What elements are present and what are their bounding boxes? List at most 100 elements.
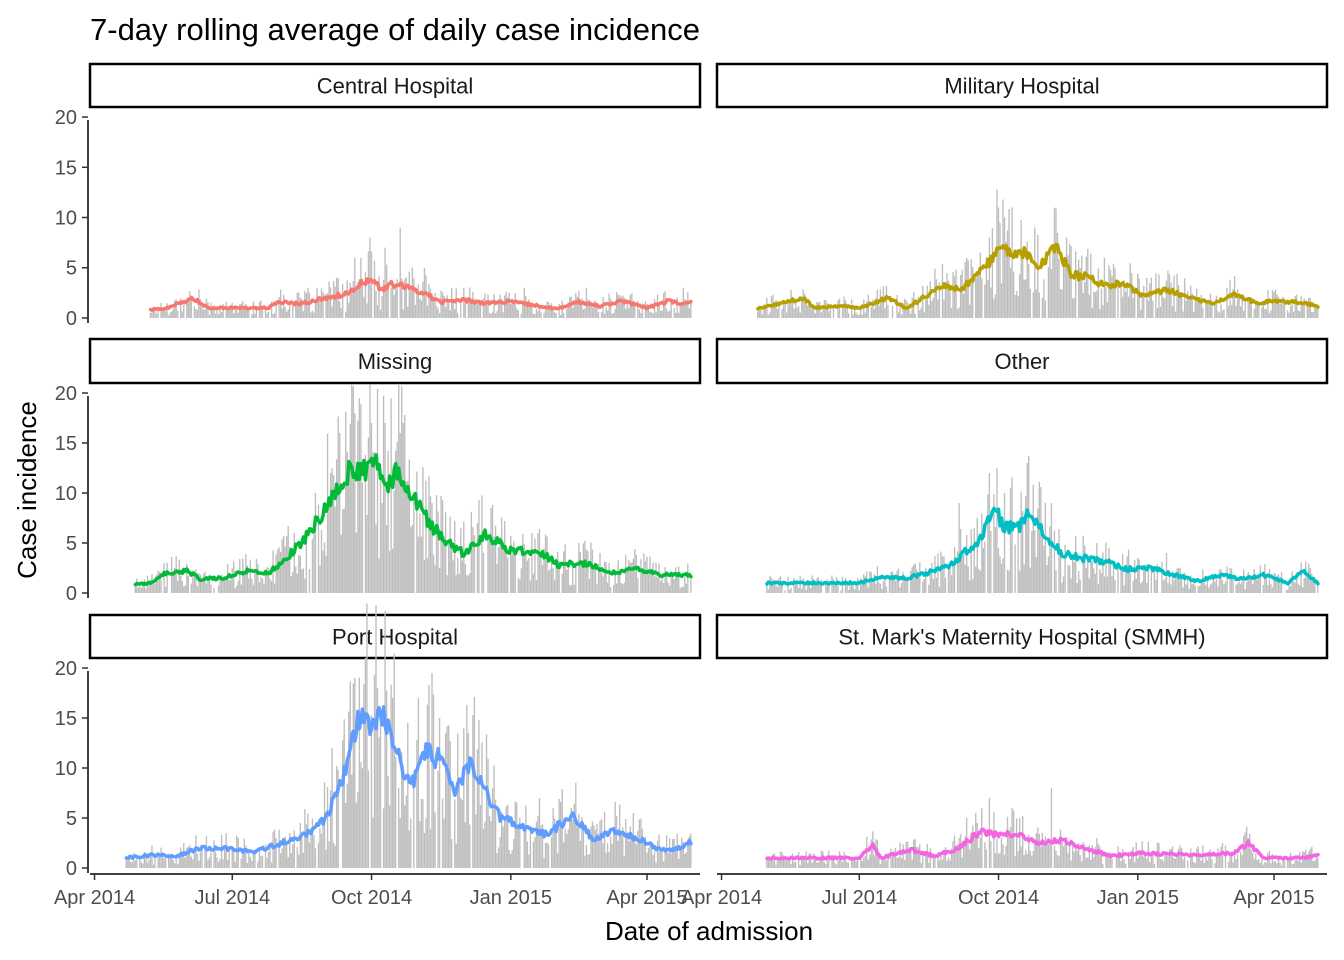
daily-bar bbox=[958, 837, 960, 868]
daily-bar bbox=[444, 512, 447, 593]
daily-bar bbox=[1097, 584, 1100, 593]
daily-bar bbox=[408, 459, 410, 593]
daily-bar bbox=[175, 299, 177, 318]
daily-bar bbox=[857, 577, 859, 593]
y-tick-label: 10 bbox=[55, 758, 77, 780]
daily-bar bbox=[767, 314, 770, 318]
daily-bar bbox=[1044, 300, 1047, 318]
daily-bar bbox=[228, 580, 230, 593]
daily-bar bbox=[1217, 586, 1219, 593]
daily-bar bbox=[267, 567, 270, 593]
daily-bar bbox=[591, 821, 594, 868]
daily-bar bbox=[151, 310, 153, 318]
daily-bar bbox=[1120, 860, 1122, 868]
daily-bar bbox=[956, 309, 959, 318]
daily-bar bbox=[773, 853, 776, 868]
daily-bar bbox=[1099, 846, 1101, 868]
daily-bar bbox=[999, 852, 1001, 868]
daily-bar bbox=[1164, 851, 1166, 868]
daily-bar bbox=[837, 585, 839, 593]
daily-bar bbox=[1302, 851, 1304, 868]
daily-bar bbox=[1235, 584, 1237, 593]
daily-bar bbox=[612, 313, 615, 318]
daily-bar bbox=[587, 550, 589, 593]
daily-bar bbox=[201, 845, 203, 868]
daily-bar bbox=[668, 585, 671, 593]
daily-bar bbox=[304, 578, 306, 593]
daily-bar bbox=[925, 299, 927, 318]
daily-bar bbox=[1025, 279, 1027, 318]
daily-bar bbox=[302, 568, 305, 593]
daily-bar bbox=[853, 859, 856, 868]
daily-bar bbox=[996, 467, 998, 593]
daily-bar bbox=[825, 583, 827, 593]
daily-bar bbox=[944, 281, 947, 318]
daily-bar bbox=[1008, 836, 1010, 868]
daily-bar bbox=[658, 563, 660, 593]
daily-bar bbox=[217, 861, 220, 868]
daily-bar bbox=[582, 827, 585, 868]
daily-bar bbox=[1067, 564, 1069, 593]
daily-bar bbox=[781, 852, 783, 868]
daily-bar bbox=[278, 296, 280, 318]
daily-bar bbox=[1241, 299, 1243, 318]
daily-bar bbox=[1270, 863, 1272, 868]
daily-bar bbox=[408, 271, 410, 318]
daily-bar bbox=[320, 530, 323, 593]
daily-bar bbox=[782, 300, 785, 318]
daily-bar bbox=[1141, 292, 1143, 318]
daily-bar bbox=[1253, 569, 1255, 593]
daily-bar bbox=[961, 269, 963, 318]
daily-bar bbox=[245, 845, 247, 868]
daily-bar bbox=[496, 853, 498, 868]
daily-bar bbox=[600, 312, 603, 318]
panel-st-mark-s-maternity-hospital-smmh: St. Mark's Maternity Hospital (SMMH)Apr … bbox=[681, 613, 1329, 909]
daily-bar bbox=[653, 299, 656, 318]
daily-bar bbox=[272, 313, 274, 318]
daily-bar bbox=[514, 293, 516, 318]
daily-bar bbox=[1020, 491, 1022, 593]
daily-bar bbox=[1308, 297, 1310, 318]
daily-bar bbox=[1282, 296, 1284, 318]
daily-bar bbox=[761, 314, 764, 318]
daily-bar bbox=[1268, 850, 1271, 868]
daily-bars bbox=[766, 788, 1319, 868]
daily-bar bbox=[155, 313, 158, 318]
daily-bar bbox=[497, 547, 500, 593]
daily-bar bbox=[681, 586, 683, 593]
daily-bar bbox=[997, 207, 1000, 318]
daily-bar bbox=[614, 801, 616, 868]
daily-bar bbox=[956, 551, 959, 593]
daily-bar bbox=[841, 304, 844, 318]
daily-bar bbox=[553, 312, 556, 318]
daily-bar bbox=[773, 580, 776, 593]
daily-bar bbox=[298, 854, 300, 868]
daily-bar bbox=[1035, 833, 1037, 868]
daily-bar bbox=[811, 307, 813, 318]
daily-bar bbox=[905, 581, 907, 593]
daily-bar bbox=[204, 572, 206, 593]
daily-bar bbox=[207, 302, 209, 318]
daily-bar bbox=[870, 572, 872, 593]
daily-bar bbox=[476, 749, 479, 868]
daily-bar bbox=[549, 307, 551, 318]
daily-bar bbox=[305, 293, 308, 318]
daily-bar bbox=[158, 571, 161, 593]
daily-bar bbox=[502, 542, 504, 593]
daily-bar bbox=[313, 834, 315, 868]
daily-bar bbox=[1147, 300, 1149, 318]
daily-bar bbox=[923, 312, 925, 318]
y-tick-label: 0 bbox=[66, 583, 77, 605]
daily-bar bbox=[787, 860, 789, 868]
daily-bar bbox=[687, 563, 689, 593]
facet-strip-label: Port Hospital bbox=[332, 625, 458, 650]
daily-bar bbox=[1047, 267, 1050, 318]
daily-bar bbox=[1079, 855, 1081, 868]
daily-bar bbox=[834, 582, 836, 593]
daily-bar bbox=[673, 308, 675, 318]
daily-bar bbox=[893, 579, 895, 593]
daily-bar bbox=[684, 298, 686, 318]
daily-bar bbox=[838, 298, 841, 318]
rolling-average-line bbox=[756, 242, 1320, 311]
daily-bar bbox=[264, 308, 267, 318]
